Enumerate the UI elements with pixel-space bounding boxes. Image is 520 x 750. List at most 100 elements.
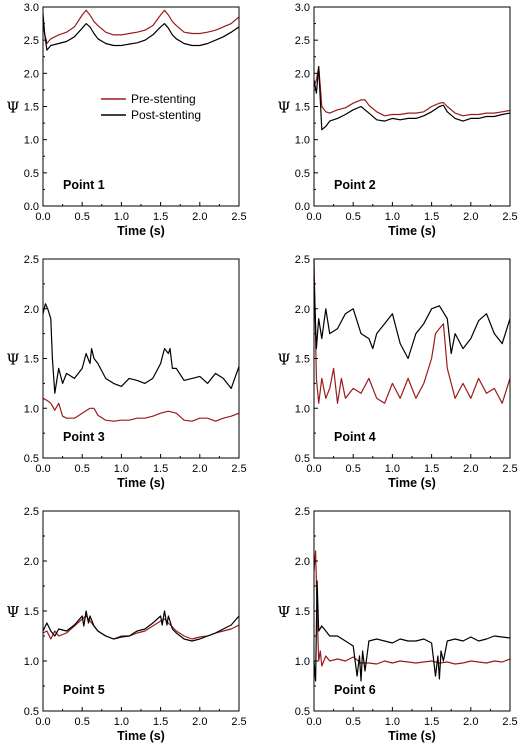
- y-tick-label: 1.5: [295, 102, 310, 114]
- chart-panel-1: 0.0 0.5 1.0 1.5 2.0 2.5 0.0 0.5 1.0 1.5 2.0 2.5 3.0 T…: [6, 2, 246, 238]
- y-tick-label: 1.0: [24, 135, 39, 147]
- x-tick-label: 2.5: [502, 211, 517, 223]
- y-tick-label: 1.5: [24, 102, 39, 114]
- x-tick-label: 2.0: [463, 716, 478, 728]
- y-axis-label: Ψ: [277, 603, 290, 621]
- y-tick-label: 1.5: [295, 354, 310, 366]
- x-axis-label: Time (s): [117, 729, 165, 743]
- y-tick-label: 2.5: [295, 254, 310, 266]
- y-tick-label: 2.0: [295, 68, 310, 80]
- y-tick-label: 1.0: [295, 135, 310, 147]
- series-line-post-3: [42, 303, 240, 394]
- series-line-pre-6: [313, 550, 511, 667]
- plot-frame-4: [313, 258, 511, 459]
- x-tick-label: 2.5: [231, 716, 246, 728]
- series-line-pre-2: [313, 66, 511, 117]
- panel-label: Point 6: [334, 683, 376, 697]
- y-tick-label: 2.5: [295, 35, 310, 47]
- y-tick-label: 3.0: [24, 2, 39, 14]
- y-tick-label: 2.0: [24, 556, 39, 568]
- y-tick-label: 1.5: [24, 606, 39, 618]
- x-tick-label: 2.0: [192, 211, 207, 223]
- y-tick-label: 1.0: [24, 403, 39, 415]
- legend-label-post: Post-stenting: [131, 108, 201, 122]
- x-tick-label: 1.0: [114, 716, 129, 728]
- plot-frame-2: [313, 6, 511, 207]
- plot-frame-3: [42, 258, 240, 459]
- y-tick-label: 1.5: [295, 606, 310, 618]
- x-tick-label: 2.5: [231, 211, 246, 223]
- x-axis-label: Time (s): [388, 224, 436, 238]
- x-axis-label: Time (s): [117, 476, 165, 490]
- x-tick-label: 0.5: [346, 716, 361, 728]
- plot-frame-6: [313, 510, 511, 712]
- x-tick-label: 1.0: [114, 211, 129, 223]
- y-tick-label: 0.5: [295, 168, 310, 180]
- y-tick-label: 2.0: [295, 304, 310, 316]
- legend: Pre-stenting Post-stenting: [101, 92, 201, 122]
- y-tick-label: 0.5: [24, 706, 39, 718]
- y-axis-label: Ψ: [6, 99, 19, 117]
- x-tick-label: 0.5: [75, 716, 90, 728]
- y-tick-label: 1.0: [24, 656, 39, 668]
- y-axis-label: Ψ: [6, 351, 19, 369]
- x-tick-label: 2.5: [502, 463, 517, 475]
- x-axis-label: Time (s): [388, 476, 436, 490]
- chart-panel-2: 0.0 0.5 1.0 1.5 2.0 2.5 0.0 0.5 1.0 1.5 2.0 2.5 3.0 T…: [277, 2, 517, 238]
- x-tick-label: 0.0: [306, 211, 321, 223]
- panel-label: Point 5: [63, 683, 105, 697]
- legend-label-pre: Pre-stenting: [131, 92, 196, 106]
- panel-label: Point 1: [63, 178, 105, 192]
- x-tick-label: 2.0: [192, 716, 207, 728]
- y-tick-label: 1.0: [295, 656, 310, 668]
- series-line-post-6: [313, 580, 511, 682]
- y-tick-label: 0.0: [24, 201, 39, 213]
- x-tick-label: 1.0: [385, 463, 400, 475]
- x-tick-label: 0.5: [75, 463, 90, 475]
- y-tick-label: 0.5: [295, 453, 310, 465]
- series-line-pre-4: [313, 258, 511, 404]
- x-tick-label: 2.5: [502, 716, 517, 728]
- plot-frame-5: [42, 510, 240, 712]
- panel-label: Point 3: [63, 430, 105, 444]
- x-tick-label: 0.0: [35, 463, 50, 475]
- x-tick-label: 0.5: [346, 463, 361, 475]
- y-axis-label: Ψ: [6, 603, 19, 621]
- x-tick-label: 2.0: [463, 463, 478, 475]
- y-tick-label: 1.0: [295, 403, 310, 415]
- x-tick-label: 0.0: [35, 716, 50, 728]
- x-axis-label: Time (s): [388, 729, 436, 743]
- y-tick-label: 0.5: [24, 168, 39, 180]
- panel-label: Point 2: [334, 178, 376, 192]
- y-tick-label: 2.0: [24, 304, 39, 316]
- y-axis-label: Ψ: [277, 351, 290, 369]
- series-line-post-1: [42, 13, 240, 51]
- y-tick-label: 3.0: [295, 2, 310, 14]
- panel-label: Point 4: [334, 430, 376, 444]
- x-tick-label: 1.0: [385, 211, 400, 223]
- y-tick-label: 2.0: [295, 556, 310, 568]
- series-line-pre-5: [42, 615, 240, 640]
- y-tick-label: 2.5: [24, 254, 39, 266]
- x-tick-label: 0.0: [306, 463, 321, 475]
- x-tick-label: 1.0: [385, 716, 400, 728]
- y-tick-label: 2.5: [295, 506, 310, 518]
- series-line-post-5: [42, 610, 240, 642]
- x-tick-label: 2.0: [192, 463, 207, 475]
- x-tick-label: 2.5: [231, 463, 246, 475]
- x-tick-label: 0.5: [346, 211, 361, 223]
- plot-frame-1: [42, 6, 240, 207]
- y-tick-label: 2.5: [24, 35, 39, 47]
- x-tick-label: 0.5: [75, 211, 90, 223]
- y-tick-label: 2.0: [24, 68, 39, 80]
- x-tick-label: 0.0: [306, 716, 321, 728]
- x-tick-label: 1.0: [114, 463, 129, 475]
- y-axis-label: Ψ: [277, 99, 290, 117]
- series-line-pre-1: [42, 9, 240, 45]
- x-tick-label: 2.0: [463, 211, 478, 223]
- y-tick-label: 1.5: [24, 354, 39, 366]
